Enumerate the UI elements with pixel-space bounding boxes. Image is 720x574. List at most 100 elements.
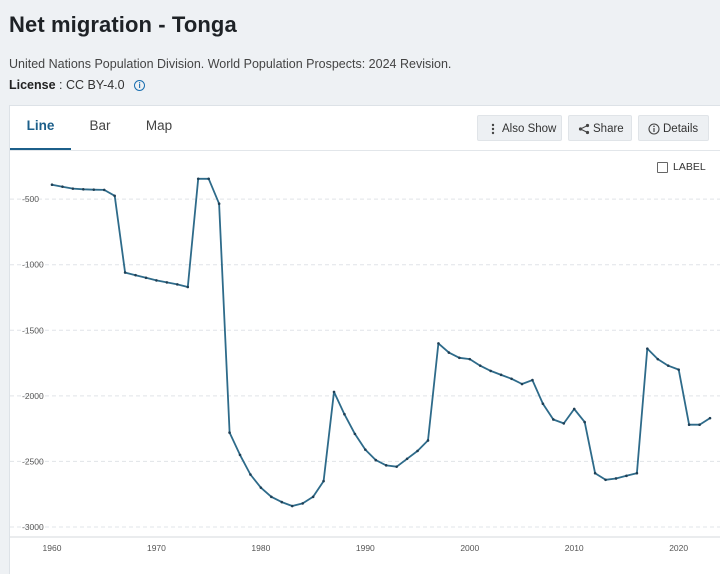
tab-line[interactable]: Line — [10, 106, 71, 150]
data-point[interactable] — [332, 390, 336, 394]
data-point[interactable] — [102, 188, 106, 192]
x-tick-label: 1980 — [251, 543, 270, 553]
info-circle-icon — [647, 116, 661, 142]
source-text: United Nations Population Division. Worl… — [9, 57, 452, 71]
data-point[interactable] — [572, 407, 576, 411]
tab-bar-chart[interactable]: Bar — [89, 118, 111, 133]
data-point[interactable] — [280, 500, 284, 504]
data-point[interactable] — [593, 471, 597, 475]
x-tick-label: 2010 — [565, 543, 584, 553]
data-point[interactable] — [50, 183, 54, 186]
data-point[interactable] — [343, 412, 346, 416]
data-point[interactable] — [405, 457, 409, 461]
data-point[interactable] — [165, 281, 169, 284]
data-point[interactable] — [656, 357, 660, 361]
details-button[interactable]: Details — [638, 115, 709, 141]
label-toggle[interactable]: LABEL — [657, 161, 706, 173]
data-point[interactable] — [510, 377, 513, 381]
x-tick-label: 2020 — [669, 543, 688, 553]
data-point[interactable] — [677, 368, 680, 371]
share-button[interactable]: Share — [568, 115, 632, 141]
data-point[interactable] — [499, 373, 503, 377]
also-show-label: Also Show — [502, 123, 557, 135]
data-point[interactable] — [614, 477, 618, 480]
data-point[interactable] — [82, 187, 85, 191]
data-point[interactable] — [447, 351, 451, 354]
data-point[interactable] — [270, 495, 273, 499]
grid-layer — [10, 198, 720, 528]
x-tick-label: 1990 — [356, 543, 375, 553]
axis-layer: -500 -1000 -1500 -2000 -2500 -3000 1960 1970 198… — [10, 194, 720, 553]
also-show-button[interactable]: Also Show — [477, 115, 562, 141]
data-point[interactable] — [541, 402, 545, 406]
info-icon[interactable]: i — [134, 80, 146, 91]
data-point[interactable] — [395, 465, 398, 468]
data-point[interactable] — [458, 356, 461, 360]
data-point[interactable] — [228, 431, 231, 434]
y-tick-label: -2500 — [22, 456, 44, 466]
chart-panel: Line Bar Map Also Show Share Details LAB… — [9, 105, 720, 574]
data-point[interactable] — [478, 364, 482, 367]
data-point[interactable] — [583, 420, 586, 424]
page-title: Net migration - Tonga — [9, 12, 237, 37]
data-point[interactable] — [186, 285, 190, 289]
data-point[interactable] — [196, 177, 200, 181]
data-point[interactable] — [646, 347, 649, 350]
data-point[interactable] — [604, 478, 607, 482]
data-point[interactable] — [635, 471, 639, 475]
data-point[interactable] — [426, 439, 430, 442]
tab-bar: Line Bar Map Also Show Share Details — [10, 106, 720, 151]
tab-map[interactable]: Map — [145, 118, 173, 133]
x-tick-label: 2000 — [460, 543, 479, 553]
vertical-dots-icon — [486, 116, 500, 142]
y-tick-label: -1000 — [22, 260, 44, 270]
data-point[interactable] — [113, 194, 116, 198]
data-point[interactable] — [468, 357, 472, 361]
data-point[interactable] — [708, 416, 712, 420]
data-point[interactable] — [123, 271, 127, 274]
data-point[interactable] — [374, 458, 378, 462]
data-point[interactable] — [562, 422, 566, 425]
data-point[interactable] — [520, 382, 524, 386]
series-line[interactable] — [51, 177, 711, 507]
x-tick-label: 1970 — [147, 543, 166, 553]
data-point[interactable] — [311, 495, 315, 499]
data-point[interactable] — [249, 473, 252, 476]
data-point[interactable] — [259, 486, 263, 489]
data-point[interactable] — [238, 453, 242, 457]
data-point[interactable] — [625, 474, 628, 478]
data-point[interactable] — [698, 423, 701, 427]
data-point[interactable] — [61, 185, 64, 188]
data-point[interactable] — [207, 177, 210, 181]
label-toggle-text: LABEL — [673, 161, 706, 173]
data-point[interactable] — [416, 449, 419, 453]
license-value: CC BY-4.0 — [66, 78, 125, 92]
data-point[interactable] — [176, 283, 179, 286]
data-point[interactable] — [364, 448, 367, 451]
data-point[interactable] — [531, 378, 534, 382]
data-point[interactable] — [322, 479, 325, 483]
data-point[interactable] — [134, 273, 137, 277]
data-point[interactable] — [92, 188, 96, 191]
label-checkbox[interactable] — [657, 161, 668, 173]
y-tick-label: -2000 — [22, 391, 44, 401]
series-layer — [50, 177, 712, 508]
y-tick-label: -1500 — [22, 325, 44, 335]
data-point[interactable] — [666, 364, 670, 367]
data-point[interactable] — [437, 342, 440, 345]
data-point[interactable] — [71, 187, 75, 190]
data-point[interactable] — [687, 423, 691, 427]
y-tick-label: -3000 — [22, 522, 44, 532]
data-point[interactable] — [217, 202, 221, 206]
data-point[interactable] — [290, 504, 294, 508]
data-point[interactable] — [384, 464, 388, 467]
share-icon — [577, 116, 591, 142]
data-point[interactable] — [552, 418, 555, 421]
data-point[interactable] — [489, 369, 492, 373]
y-tick-label: -500 — [22, 194, 39, 204]
data-point[interactable] — [144, 276, 148, 280]
data-point[interactable] — [301, 502, 304, 505]
data-point[interactable] — [155, 279, 158, 282]
license-separator: : — [59, 78, 63, 92]
data-point[interactable] — [353, 432, 357, 436]
